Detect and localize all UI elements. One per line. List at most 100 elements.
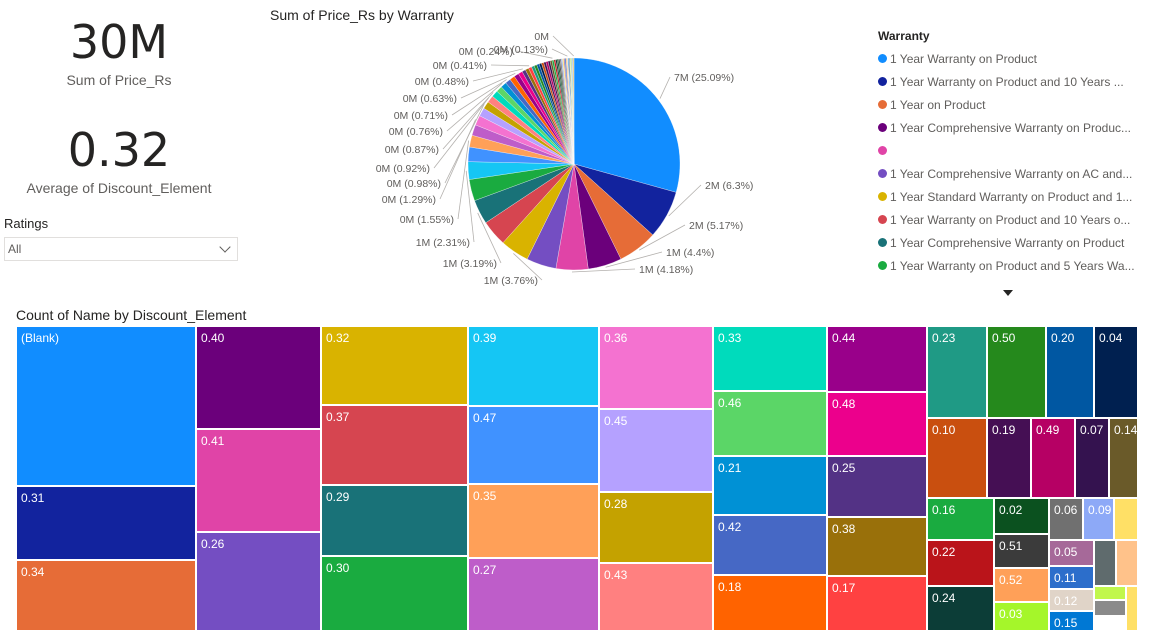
treemap-tile[interactable]: 0.26 [196, 532, 321, 631]
pie-leader-line [551, 48, 568, 57]
treemap-tile[interactable]: 0.49 [1031, 418, 1075, 498]
caret-down-icon[interactable] [1003, 290, 1013, 296]
pie-slice[interactable] [573, 57, 681, 193]
treemap-tile[interactable]: 0.35 [468, 484, 599, 558]
pie-data-label: 1M (4.4%) [666, 247, 714, 259]
treemap-tile[interactable]: 0.31 [16, 486, 196, 560]
legend-item[interactable]: 1 Year Warranty on Product [878, 47, 1148, 70]
treemap-tile[interactable]: 0.37 [321, 405, 468, 485]
treemap-tile[interactable]: 0.50 [987, 326, 1046, 418]
treemap-tile[interactable]: 0.24 [927, 586, 994, 631]
treemap-tile-label: 0.14 [1114, 423, 1138, 437]
treemap-tile[interactable]: 0.41 [196, 429, 321, 532]
treemap-tile[interactable]: 0.25 [827, 456, 927, 517]
treemap-tile-label: 0.36 [604, 331, 628, 345]
legend-item[interactable] [878, 139, 1148, 162]
treemap-tile[interactable]: 0.15 [1049, 611, 1094, 631]
treemap-tile-label: 0.07 [1080, 423, 1104, 437]
treemap-tile[interactable]: 0.02 [994, 498, 1049, 534]
treemap-tile-label: 0.23 [932, 331, 956, 345]
avg-discount-card[interactable]: 0.32 Average of Discount_Element [14, 122, 224, 212]
treemap-tile[interactable]: 0.09 [1083, 498, 1114, 540]
pie-data-label: 2M (5.17%) [689, 220, 743, 232]
treemap-tile[interactable]: 0.27 [468, 558, 599, 631]
treemap-tile[interactable]: 0.48 [827, 392, 927, 456]
pie-leader-lines [433, 35, 702, 281]
treemap-tile[interactable]: 0.43 [599, 563, 713, 631]
treemap-tile[interactable]: 0.10 [927, 418, 987, 498]
legend-item[interactable]: 1 Year Standard Warranty on Product and … [878, 185, 1148, 208]
treemap-tile[interactable]: 0.19 [987, 418, 1031, 498]
legend-item[interactable]: 1 Year on Product [878, 93, 1148, 116]
legend-item[interactable]: 1 Year Comprehensive Warranty on Product [878, 231, 1148, 254]
treemap-tile[interactable]: 0.22 [927, 540, 994, 586]
treemap-tile[interactable] [1116, 540, 1138, 586]
treemap-tile[interactable]: 0.52 [994, 568, 1049, 602]
treemap-tile[interactable]: 0.34 [16, 560, 196, 631]
ratings-dropdown[interactable]: All [4, 237, 238, 261]
treemap-tile[interactable]: 0.16 [927, 498, 994, 540]
treemap-tile[interactable]: 0.05 [1049, 540, 1094, 566]
treemap-tile[interactable]: 0.42 [713, 515, 827, 575]
treemap-tile[interactable]: 0.17 [827, 576, 927, 631]
treemap-tile[interactable]: 0.45 [599, 409, 713, 492]
treemap-tile[interactable]: 0.14 [1109, 418, 1138, 498]
treemap-tile[interactable]: 0.32 [321, 326, 468, 405]
legend-item[interactable]: 1 Year Warranty on Product and 10 Years … [878, 208, 1148, 231]
legend-item[interactable]: 1 Year Comprehensive Warranty on Produc.… [878, 116, 1148, 139]
treemap-tile[interactable]: 0.07 [1075, 418, 1109, 498]
treemap-tile-label: 0.25 [832, 461, 856, 475]
treemap-tile[interactable]: 0.06 [1049, 498, 1083, 540]
treemap-tile[interactable] [1094, 540, 1116, 586]
treemap-title: Count of Name by Discount_Element [16, 307, 247, 323]
treemap-tile-label: 0.35 [473, 489, 497, 503]
treemap-tile[interactable] [1126, 586, 1138, 631]
legend-color-dot [878, 192, 887, 201]
treemap-tile[interactable]: 0.11 [1049, 566, 1094, 589]
treemap-tile[interactable]: 0.36 [599, 326, 713, 409]
pie-leader-line [659, 76, 671, 99]
treemap-tile[interactable] [1094, 600, 1126, 616]
treemap-tile-label: 0.34 [21, 565, 45, 579]
treemap-tile[interactable] [1094, 586, 1126, 600]
treemap-tile[interactable]: 0.21 [713, 456, 827, 515]
treemap-tile-label: 0.24 [932, 591, 956, 605]
ratings-selected-value: All [8, 242, 22, 256]
legend-color-dot [878, 54, 887, 63]
sum-price-card[interactable]: 30M Sum of Price_Rs [14, 14, 224, 104]
treemap-tile-label: 0.22 [932, 545, 956, 559]
chevron-down-icon[interactable] [219, 241, 231, 253]
treemap-tile[interactable]: 0.44 [827, 326, 927, 392]
legend-item[interactable]: 1 Year Warranty on Product and 10 Years … [878, 70, 1148, 93]
treemap-tile[interactable]: 0.40 [196, 326, 321, 429]
treemap-tile[interactable]: (Blank) [16, 326, 196, 486]
treemap-tile[interactable]: 0.30 [321, 556, 468, 631]
legend-item[interactable]: 1 Year Comprehensive Warranty on AC and.… [878, 162, 1148, 185]
treemap-tile[interactable]: 0.29 [321, 485, 468, 556]
treemap-tile[interactable]: 0.12 [1049, 589, 1094, 611]
sum-price-value: 30M [69, 15, 169, 69]
treemap-tile[interactable]: 0.04 [1094, 326, 1138, 418]
treemap-tile[interactable]: 0.39 [468, 326, 599, 406]
treemap-tile[interactable]: 0.28 [599, 492, 713, 563]
legend-title: Warranty [878, 29, 930, 43]
treemap-tile[interactable]: 0.03 [994, 602, 1049, 631]
pie-slices [467, 57, 681, 271]
pie-slice[interactable] [573, 57, 575, 165]
treemap-tile[interactable]: 0.38 [827, 517, 927, 576]
treemap-tile[interactable]: 0.46 [713, 391, 827, 456]
legend-item-label: 1 Year Comprehensive Warranty on Produc.… [890, 120, 1132, 135]
treemap-tile[interactable]: 0.47 [468, 406, 599, 484]
treemap-tile[interactable]: 0.33 [713, 326, 827, 391]
pie-leader-line [446, 82, 503, 132]
treemap-tile[interactable]: 0.20 [1046, 326, 1094, 418]
legend-color-dot [878, 146, 887, 155]
treemap-tile[interactable]: 0.51 [994, 534, 1049, 568]
treemap-tile[interactable]: 0.18 [713, 575, 827, 631]
treemap-tile-label: 0.26 [201, 537, 225, 551]
treemap-tile-label: 0.31 [21, 491, 45, 505]
legend-item[interactable]: 1 Year Warranty on Product and 5 Years W… [878, 254, 1148, 277]
treemap-tile[interactable]: 0.23 [927, 326, 987, 418]
treemap-tile[interactable] [1114, 498, 1138, 540]
discount-treemap: (Blank) 0.31 0.34 0.40 0.41 0.26 0.32 0.37 0.29 0… [16, 326, 1138, 631]
